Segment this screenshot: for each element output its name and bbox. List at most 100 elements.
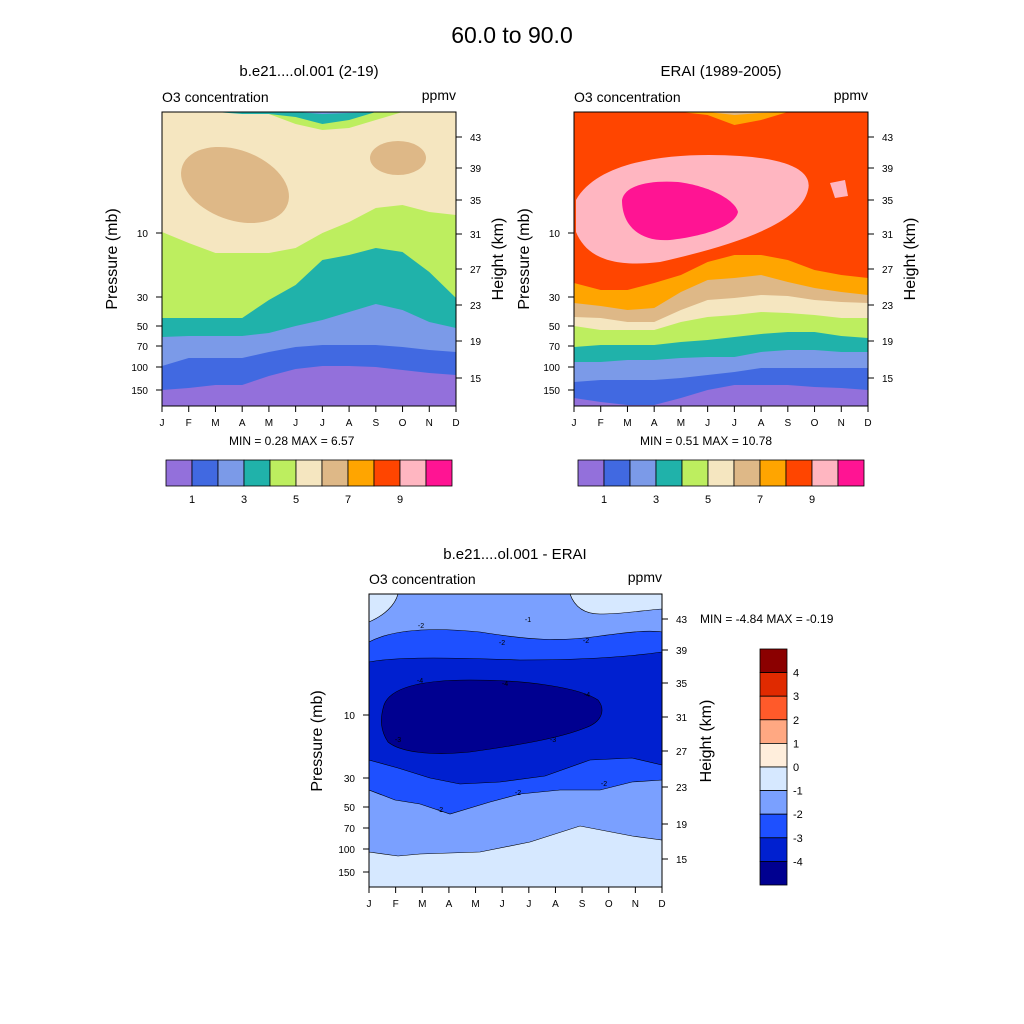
y-right-tick-label: 27: [470, 265, 482, 276]
colorbar-label: 0: [793, 762, 799, 774]
y-tick-label: 30: [344, 774, 356, 785]
contour-band: [574, 385, 868, 406]
colorbar-swatch: [759, 861, 788, 886]
colorbar-swatch: [373, 459, 401, 487]
y-tick-label: 30: [549, 293, 561, 304]
colorbar-swatch: [269, 459, 297, 487]
contour-label: -2: [499, 640, 505, 647]
y-axis-label: Pressure (mb): [104, 208, 121, 309]
colorbar-swatch: [165, 459, 193, 487]
colorbar-label: 4: [793, 668, 799, 680]
y-tick-label: 50: [549, 322, 561, 333]
contour-region: [381, 679, 603, 754]
y-right-tick-label: 19: [882, 337, 894, 348]
y-right-tick-label: 31: [882, 230, 894, 241]
contour-band: [162, 112, 456, 130]
colorbar-label: 1: [189, 494, 195, 506]
contour-blob: [370, 141, 426, 175]
panel-title: ERAI (1989-2005): [661, 63, 782, 80]
x-tick-label: S: [579, 899, 586, 910]
panel-title: b.e21....ol.001 - ERAI: [443, 546, 586, 563]
x-tick-label: J: [160, 418, 165, 429]
y-right-tick-label: 15: [676, 855, 688, 866]
y-right-tick-label: 19: [470, 337, 482, 348]
y-tick-label: 100: [543, 363, 560, 374]
y-right-tick-label: 27: [676, 747, 688, 758]
colorbar-swatch: [399, 459, 427, 487]
contour-label: -2: [601, 781, 607, 788]
y-right-tick-label: 19: [676, 820, 688, 831]
y-axis-label: Pressure (mb): [309, 690, 326, 791]
colorbar-swatch: [759, 790, 788, 815]
colorbar-swatch: [759, 743, 788, 768]
plot-area: -2 -1 -2 -2 -4 -4 -4 -3 -3 -2 -2 -2: [368, 593, 663, 888]
x-tick-label: M: [265, 418, 273, 429]
colorbar-label: 1: [601, 494, 607, 506]
colorbar: -4 -3 -2 -1 0 1 2 3 4: [759, 648, 803, 886]
contour-blob: [830, 180, 848, 198]
colorbar-swatch: [295, 459, 323, 487]
panel-title: b.e21....ol.001 (2-19): [239, 63, 378, 80]
colorbar-swatch: [191, 459, 219, 487]
colorbar-label: 9: [397, 494, 403, 506]
y-axis-right-label: Height (km): [490, 218, 507, 301]
x-tick-label: F: [598, 418, 604, 429]
colorbar-swatch: [707, 459, 735, 487]
contour-label: -4: [584, 692, 590, 699]
y-right-tick-label: 39: [676, 646, 688, 657]
y-right-tick-label: 23: [470, 301, 482, 312]
x-tick-label: M: [211, 418, 219, 429]
panel-model: b.e21....ol.001 (2-19) O3 concentration …: [104, 63, 507, 506]
y-tick-label: 150: [131, 386, 148, 397]
x-tick-label: M: [471, 899, 479, 910]
y-tick-label: 70: [344, 824, 356, 835]
panel-difference: b.e21....ol.001 - ERAI O3 concentration …: [309, 546, 834, 910]
contour-label: -2: [437, 807, 443, 814]
colorbar-swatch: [759, 695, 788, 721]
contour-label: -1: [525, 617, 531, 624]
plot-area: [573, 111, 869, 407]
x-tick-label: J: [705, 418, 710, 429]
y-axis-right-label: Height (km): [902, 218, 919, 301]
colorbar-swatch: [321, 459, 349, 487]
colorbar-swatch: [629, 459, 657, 487]
x-tick-label: S: [784, 418, 791, 429]
colorbar-label: 3: [241, 494, 247, 506]
y-right-tick-label: 35: [676, 679, 688, 690]
contour-label: -2: [583, 638, 589, 645]
x-tick-label: J: [526, 899, 531, 910]
panel-left-label: O3 concentration: [369, 571, 476, 587]
x-tick-label: J: [293, 418, 298, 429]
y-right-tick-label: 43: [470, 133, 482, 144]
x-tick-label: J: [367, 899, 372, 910]
panel-left-label: O3 concentration: [162, 89, 269, 105]
x-tick-label: D: [452, 418, 459, 429]
panel-units-label: ppmv: [834, 87, 868, 103]
colorbar-label: 7: [757, 494, 763, 506]
colorbar: 1 3 5 7 9: [577, 459, 865, 506]
y-right-tick-label: 35: [470, 196, 482, 207]
colorbar-swatch: [425, 459, 453, 487]
y-tick-label: 30: [137, 293, 149, 304]
colorbar-swatch: [603, 459, 631, 487]
x-tick-label: F: [186, 418, 192, 429]
contour-band: [162, 112, 456, 124]
contour-label: -2: [515, 790, 521, 797]
y-right-tick-label: 43: [882, 133, 894, 144]
y-axis-label: Pressure (mb): [516, 208, 533, 309]
y-tick-label: 10: [344, 711, 356, 722]
y-tick-label: 100: [131, 363, 148, 374]
contour-label: -4: [502, 681, 508, 688]
y-right-tick-label: 23: [882, 301, 894, 312]
x-tick-label: J: [732, 418, 737, 429]
y-tick-label: 70: [137, 342, 149, 353]
contour-blob: [622, 181, 738, 241]
minmax-text: MIN = 0.51 MAX = 10.78: [640, 434, 772, 448]
y-right-tick-label: 23: [676, 783, 688, 794]
colorbar-label: 3: [793, 691, 799, 703]
colorbar-swatch: [759, 837, 788, 862]
colorbar-swatch: [785, 459, 813, 487]
x-tick-label: A: [758, 418, 765, 429]
y-tick-label: 50: [344, 803, 356, 814]
